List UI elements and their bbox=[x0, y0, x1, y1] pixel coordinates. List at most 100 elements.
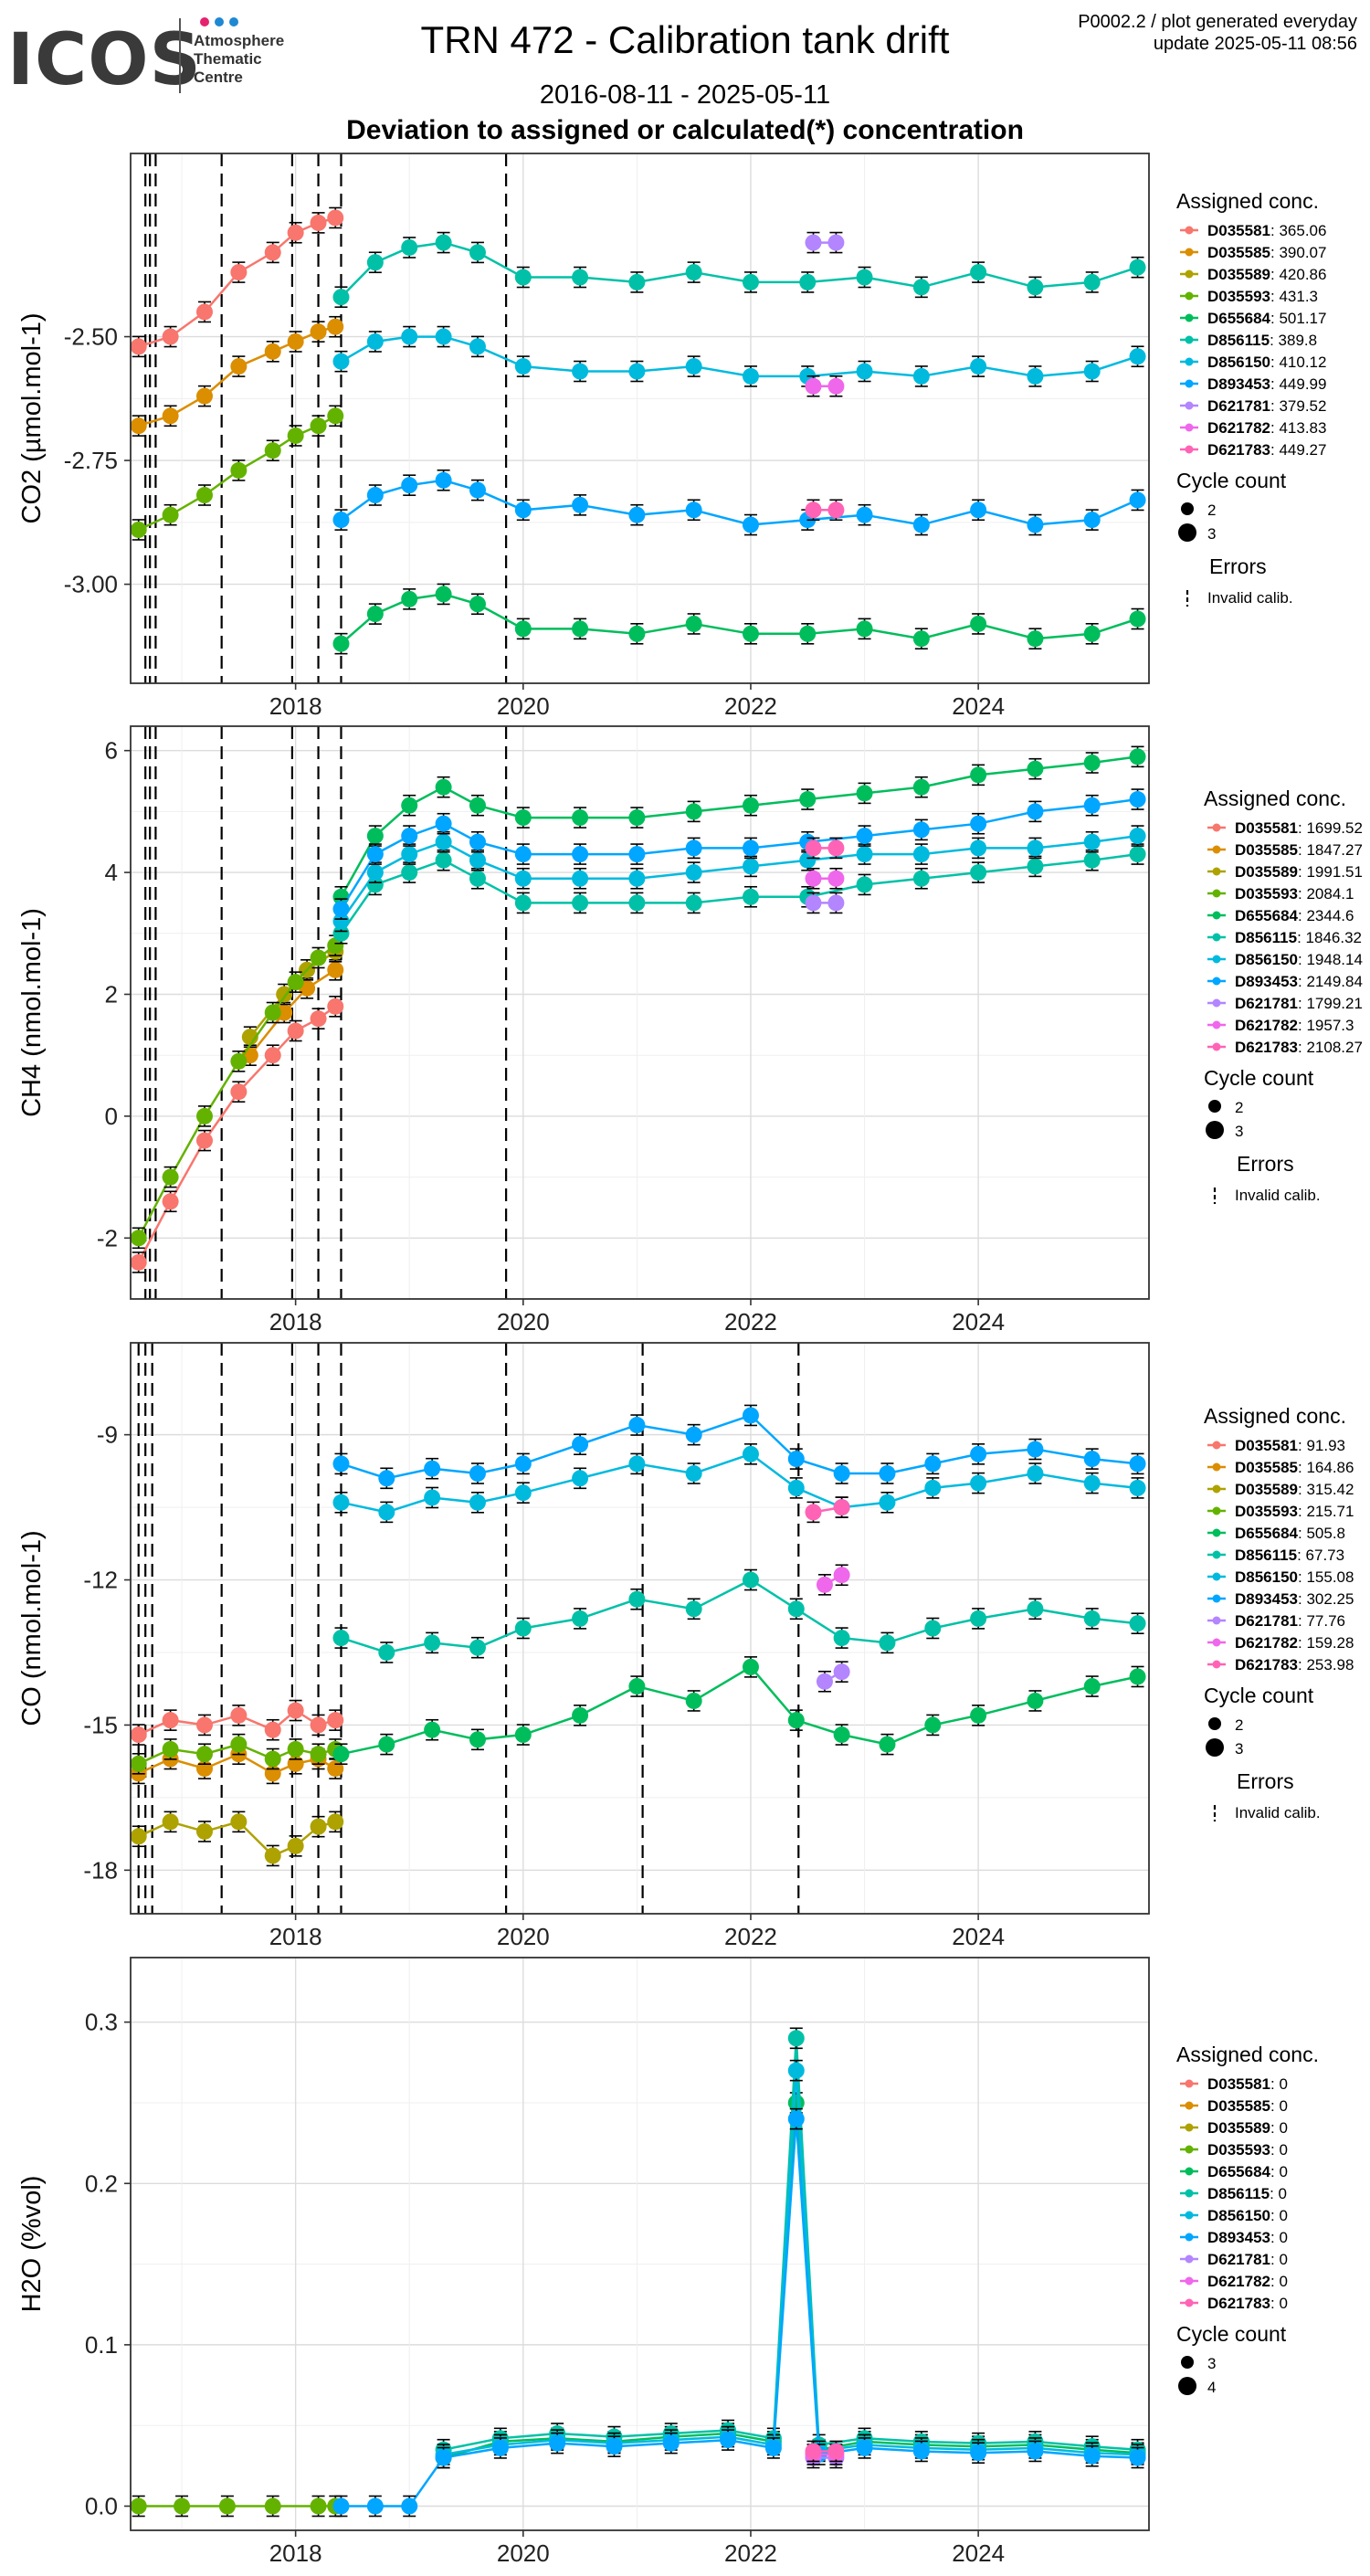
legend-series-name: D035589 bbox=[1207, 2119, 1270, 2137]
data-point bbox=[787, 1451, 805, 1468]
data-point bbox=[912, 778, 930, 796]
data-point bbox=[1027, 2443, 1044, 2460]
data-point bbox=[924, 1455, 942, 1473]
legend-series-value: 315.42 bbox=[1306, 1481, 1354, 1498]
legend-series-name: D893453 bbox=[1207, 375, 1270, 393]
series-D035581 bbox=[130, 996, 344, 1273]
data-point bbox=[424, 1721, 441, 1738]
legend-label: D035589: 0 bbox=[1207, 2119, 1288, 2137]
logo-dot-blue bbox=[215, 17, 224, 26]
x-tick-label: 2024 bbox=[952, 1923, 1005, 1950]
legend-swatch-dot bbox=[1212, 889, 1221, 898]
legend-item-D893453: D893453: 2149.84 bbox=[1207, 973, 1363, 990]
legend-colon: : bbox=[1270, 2295, 1279, 2312]
legend-cycle-label: 3 bbox=[1207, 2355, 1216, 2372]
data-point bbox=[685, 1465, 702, 1483]
legend-item-D035593: D035593: 0 bbox=[1180, 2141, 1288, 2159]
legend-series-name: D856150 bbox=[1207, 2207, 1270, 2224]
data-point bbox=[1129, 791, 1146, 808]
data-point bbox=[366, 828, 384, 845]
legend-cycle-dot bbox=[1181, 502, 1194, 515]
x-tick-label: 2024 bbox=[952, 1308, 1005, 1336]
data-point bbox=[310, 2497, 327, 2515]
x-tick-label: 2022 bbox=[724, 692, 777, 720]
data-point bbox=[805, 501, 822, 519]
legend-series-value: 1699.52 bbox=[1306, 819, 1362, 837]
y-tick-label: -12 bbox=[83, 1567, 118, 1594]
data-point bbox=[970, 1445, 987, 1462]
data-point bbox=[970, 839, 987, 857]
logo-divider bbox=[179, 18, 181, 93]
data-point bbox=[366, 876, 384, 893]
data-point bbox=[287, 1740, 304, 1758]
data-point bbox=[1027, 1465, 1044, 1483]
y-tick-label: 0.1 bbox=[85, 2331, 118, 2359]
legend-colon: : bbox=[1298, 819, 1306, 837]
data-point bbox=[827, 2443, 845, 2460]
data-point bbox=[287, 1022, 304, 1040]
data-point bbox=[514, 1484, 532, 1502]
y-axis-label: H2O (%vol) bbox=[17, 2176, 47, 2313]
data-point bbox=[469, 797, 486, 814]
legend-series-value: 2108.27 bbox=[1306, 1039, 1362, 1056]
date-range: 2016-08-11 - 2025-05-11 bbox=[539, 80, 831, 110]
data-point bbox=[435, 234, 452, 251]
legend-series-value: 1957.3 bbox=[1306, 1017, 1354, 1034]
data-point bbox=[264, 1004, 281, 1021]
legend-colon: : bbox=[1298, 1459, 1306, 1476]
legend-item-D621783: D621783: 2108.27 bbox=[1207, 1039, 1363, 1056]
legend-label: D893453: 0 bbox=[1207, 2229, 1288, 2246]
legend-label: D621782: 413.83 bbox=[1207, 419, 1326, 437]
legend-swatch-dot bbox=[1212, 933, 1221, 942]
data-point bbox=[469, 481, 486, 499]
legend-colon: : bbox=[1298, 1590, 1306, 1608]
data-point bbox=[469, 1465, 486, 1483]
data-point bbox=[514, 269, 532, 286]
data-point bbox=[787, 2110, 805, 2127]
data-point bbox=[1027, 858, 1044, 875]
data-point bbox=[401, 238, 418, 256]
data-point bbox=[287, 427, 304, 444]
legend-series-name: D621783 bbox=[1207, 2295, 1270, 2312]
data-point bbox=[435, 586, 452, 603]
legend-errors-label: Invalid calib. bbox=[1207, 589, 1293, 607]
data-point bbox=[912, 516, 930, 533]
legend-item-D035581: D035581: 0 bbox=[1180, 2075, 1288, 2093]
data-point bbox=[514, 1455, 532, 1473]
data-point bbox=[162, 1712, 179, 1729]
data-point bbox=[435, 851, 452, 869]
legend-series-value: 0 bbox=[1279, 2163, 1287, 2180]
data-point bbox=[514, 846, 532, 863]
legend-errors-label: Invalid calib. bbox=[1235, 1804, 1321, 1821]
data-point bbox=[628, 1590, 646, 1608]
legend-colon: : bbox=[1298, 885, 1306, 903]
legend-series-name: D621783 bbox=[1207, 441, 1270, 459]
legend-cycle-title: Cycle count bbox=[1204, 1684, 1314, 1707]
series-line bbox=[341, 2118, 1138, 2507]
logo-word: ICOS bbox=[7, 19, 202, 100]
legend-series-value: 505.8 bbox=[1306, 1525, 1345, 1542]
data-point bbox=[310, 1746, 327, 1763]
data-point bbox=[742, 1658, 759, 1675]
legend-series-value: 0 bbox=[1279, 2295, 1287, 2312]
data-point bbox=[327, 998, 344, 1015]
legend-colon: : bbox=[1270, 2251, 1279, 2268]
series-line bbox=[341, 1452, 1138, 1514]
legend-item-D893453: D893453: 0 bbox=[1180, 2229, 1288, 2246]
data-point bbox=[366, 333, 384, 350]
legend-label: D035593: 2084.1 bbox=[1235, 885, 1354, 903]
legend-label: D621783: 449.27 bbox=[1207, 441, 1326, 459]
legend-swatch-dot bbox=[1185, 423, 1194, 432]
legend-series-value: 215.71 bbox=[1306, 1503, 1354, 1520]
series-D856150 bbox=[332, 325, 1146, 387]
data-point bbox=[827, 839, 845, 857]
legend-colon: : bbox=[1298, 841, 1306, 859]
data-point bbox=[332, 1455, 350, 1473]
legend-cycle-label: 4 bbox=[1207, 2379, 1216, 2396]
data-point bbox=[378, 1643, 395, 1661]
legend-label: D655684: 2344.6 bbox=[1235, 907, 1354, 924]
data-point bbox=[327, 937, 344, 955]
legend-label: D035593: 431.3 bbox=[1207, 288, 1318, 305]
data-point bbox=[572, 620, 589, 638]
data-point bbox=[1083, 851, 1101, 869]
